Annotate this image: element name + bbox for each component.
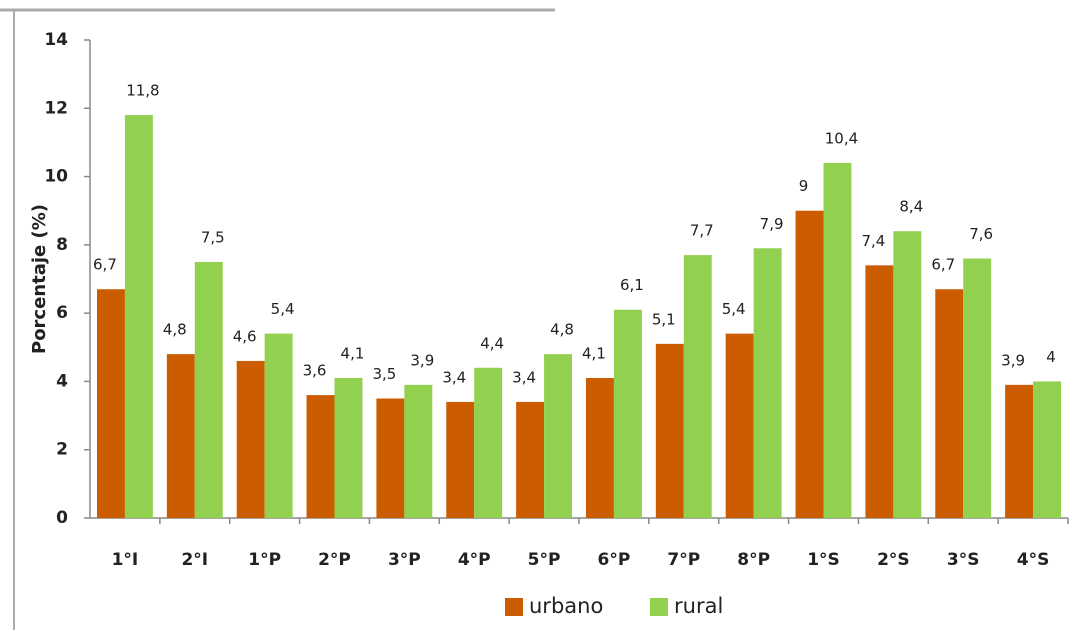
bar [544, 354, 573, 518]
bar [194, 261, 223, 518]
data-label: 6,7 [93, 256, 117, 274]
data-label: 4,4 [480, 334, 504, 352]
data-label: 3,4 [512, 368, 536, 386]
data-label: 11,8 [126, 82, 159, 100]
data-label: 5,1 [652, 310, 676, 328]
y-tick-label: 2 [56, 440, 68, 460]
bar [236, 360, 265, 518]
data-label: 3,9 [410, 351, 434, 369]
data-label: 4,1 [341, 345, 365, 363]
data-label: 3,6 [303, 362, 327, 380]
bar [795, 210, 824, 518]
bar [1005, 384, 1034, 518]
data-label: 8,4 [899, 198, 923, 216]
bar [516, 401, 545, 518]
y-axis-label: Porcentaje (%) [29, 204, 50, 354]
bar [725, 333, 754, 518]
y-tick-label: 6 [56, 303, 68, 323]
data-label: 7,5 [201, 228, 225, 246]
y-tick-label: 4 [56, 371, 68, 391]
data-label: 7,4 [861, 232, 885, 250]
legend-label: rural [674, 594, 723, 618]
y-tick-label: 10 [44, 167, 68, 187]
data-label: 5,4 [271, 300, 295, 318]
bar [166, 354, 195, 518]
bar [893, 231, 922, 518]
bar [823, 162, 852, 518]
bar [404, 384, 433, 518]
data-label: 4,8 [163, 321, 187, 339]
x-tick-label: 8°P [737, 550, 770, 570]
y-tick-label: 8 [56, 235, 68, 255]
bar [376, 398, 405, 518]
x-tick-label: 3°P [388, 550, 421, 570]
data-label: 6,1 [620, 276, 644, 294]
data-label: 5,4 [722, 300, 746, 318]
x-tick-label: 2°I [181, 550, 208, 570]
legend-swatch [505, 598, 523, 616]
x-tick-label: 2°S [877, 550, 910, 570]
x-tick-label: 1°P [248, 550, 281, 570]
data-label: 10,4 [825, 129, 858, 147]
bar [683, 255, 712, 518]
bar [306, 395, 335, 518]
data-label: 3,5 [372, 365, 396, 383]
bar [264, 333, 293, 518]
x-tick-label: 7°P [667, 550, 700, 570]
bar [474, 367, 503, 518]
data-label: 4,1 [582, 345, 606, 363]
data-label: 4 [1046, 348, 1056, 366]
y-tick-label: 0 [56, 508, 68, 528]
x-tick-label: 3°S [947, 550, 980, 570]
bar [935, 289, 964, 518]
data-label: 9 [799, 177, 809, 195]
x-tick-label: 4°S [1017, 550, 1050, 570]
x-tick-label: 6°P [598, 550, 631, 570]
x-tick-label: 2°P [318, 550, 351, 570]
legend-swatch [650, 598, 668, 616]
bar [963, 258, 992, 518]
data-label: 4,8 [550, 321, 574, 339]
bar [655, 343, 684, 518]
x-tick-label: 1°I [112, 550, 139, 570]
data-label: 3,9 [1001, 351, 1025, 369]
bar [865, 265, 894, 518]
x-tick-label: 4°P [458, 550, 491, 570]
data-label: 7,6 [969, 225, 993, 243]
data-label: 3,4 [442, 368, 466, 386]
bar [585, 378, 614, 518]
x-tick-label: 5°P [528, 550, 561, 570]
bar [753, 248, 782, 518]
x-tick-label: 1°S [807, 550, 840, 570]
legend-label: urbano [529, 594, 603, 618]
data-label: 4,6 [233, 327, 257, 345]
data-label: 6,7 [931, 256, 955, 274]
bar [446, 401, 475, 518]
bar [613, 309, 642, 518]
data-label: 7,7 [690, 222, 714, 240]
data-label: 7,9 [760, 215, 784, 233]
bar [124, 115, 153, 518]
y-tick-label: 14 [44, 30, 68, 50]
bar [96, 289, 125, 518]
y-tick-label: 12 [44, 98, 68, 118]
bar [334, 378, 363, 518]
bar [1033, 381, 1062, 518]
